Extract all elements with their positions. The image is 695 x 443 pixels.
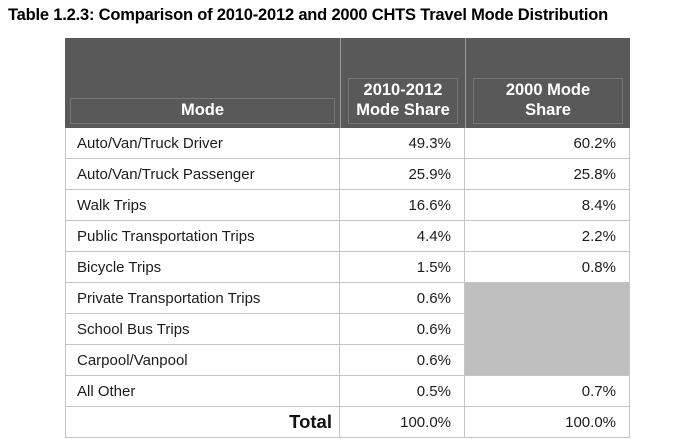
header-cell-2010-2012: 2010-2012 Mode Share bbox=[340, 38, 465, 128]
header-label-mode: Mode bbox=[70, 98, 335, 124]
table-row: Carpool/Vanpool 0.6% bbox=[65, 345, 630, 376]
share-2010-cell: 49.3% bbox=[340, 128, 465, 159]
share-2000-cell: 0.7% bbox=[465, 376, 630, 407]
table-row: School Bus Trips 0.6% bbox=[65, 314, 630, 345]
mode-cell: Walk Trips bbox=[65, 190, 340, 221]
share-2000-empty-cell bbox=[465, 314, 630, 345]
share-2000-empty-cell bbox=[465, 345, 630, 376]
header-cell-mode: Mode bbox=[65, 38, 340, 128]
table-row: Private Transportation Trips 0.6% bbox=[65, 283, 630, 314]
share-2000-empty-cell bbox=[465, 283, 630, 314]
table-row: Auto/Van/Truck Driver 49.3% 60.2% bbox=[65, 128, 630, 159]
header-label-2000-line1: 2000 Mode bbox=[505, 80, 591, 99]
share-2010-cell: 0.5% bbox=[340, 376, 465, 407]
mode-cell: Private Transportation Trips bbox=[65, 283, 340, 314]
table-row: Auto/Van/Truck Passenger 25.9% 25.8% bbox=[65, 159, 630, 190]
mode-cell: Auto/Van/Truck Passenger bbox=[65, 159, 340, 190]
table-title: Table 1.2.3: Comparison of 2010-2012 and… bbox=[8, 6, 608, 24]
share-2010-cell: 16.6% bbox=[340, 190, 465, 221]
share-2000-cell: 0.8% bbox=[465, 252, 630, 283]
share-2010-cell: 0.6% bbox=[340, 283, 465, 314]
share-2000-cell: 8.4% bbox=[465, 190, 630, 221]
share-2000-cell: 25.8% bbox=[465, 159, 630, 190]
table-row: Walk Trips 16.6% 8.4% bbox=[65, 190, 630, 221]
header-label-2010-line1: 2010-2012 bbox=[363, 80, 443, 99]
table-row: All Other 0.5% 0.7% bbox=[65, 376, 630, 407]
total-share-2010-cell: 100.0% bbox=[340, 407, 465, 438]
table-header: Mode 2010-2012 Mode Share 2000 Mode Shar… bbox=[65, 38, 630, 128]
mode-cell: All Other bbox=[65, 376, 340, 407]
mode-cell: Carpool/Vanpool bbox=[65, 345, 340, 376]
mode-cell: Public Transportation Trips bbox=[65, 221, 340, 252]
share-2000-cell: 2.2% bbox=[465, 221, 630, 252]
travel-mode-table: Mode 2010-2012 Mode Share 2000 Mode Shar… bbox=[65, 38, 630, 438]
header-label-2010-2012: 2010-2012 Mode Share bbox=[348, 77, 458, 124]
table-row: Bicycle Trips 1.5% 0.8% bbox=[65, 252, 630, 283]
share-2010-cell: 0.6% bbox=[340, 314, 465, 345]
mode-cell: Auto/Van/Truck Driver bbox=[65, 128, 340, 159]
mode-cell: Bicycle Trips bbox=[65, 252, 340, 283]
total-share-2000-cell: 100.0% bbox=[465, 407, 630, 438]
table-row: Public Transportation Trips 4.4% 2.2% bbox=[65, 221, 630, 252]
share-2010-cell: 1.5% bbox=[340, 252, 465, 283]
share-2010-cell: 0.6% bbox=[340, 345, 465, 376]
share-2010-cell: 4.4% bbox=[340, 221, 465, 252]
header-cell-2000: 2000 Mode Share bbox=[465, 38, 630, 128]
header-label-2000: 2000 Mode Share bbox=[473, 77, 623, 124]
header-label-2000-line2: Share bbox=[525, 101, 571, 120]
total-row: Total 100.0% 100.0% bbox=[65, 407, 630, 438]
share-2000-cell: 60.2% bbox=[465, 128, 630, 159]
share-2010-cell: 25.9% bbox=[340, 159, 465, 190]
mode-cell: School Bus Trips bbox=[65, 314, 340, 345]
header-label-2010-line2: Mode Share bbox=[356, 101, 450, 120]
total-label-cell: Total bbox=[65, 407, 340, 438]
